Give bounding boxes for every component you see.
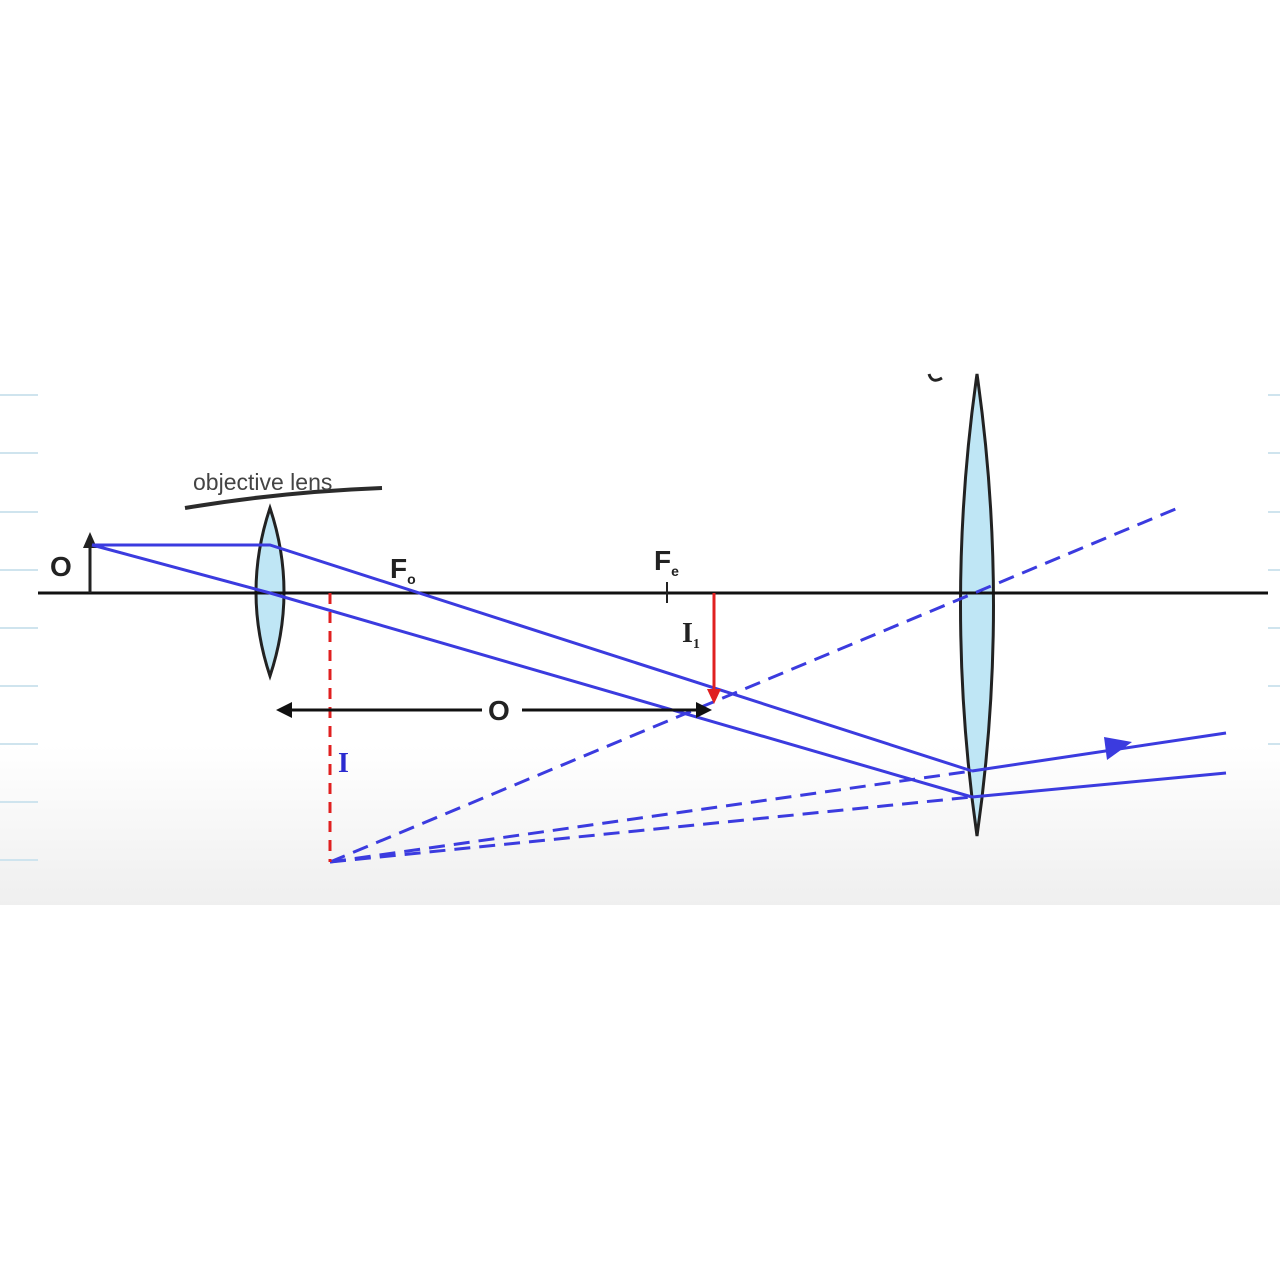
light-rays [91,543,1227,799]
intermediate-image-letter: I [682,618,693,649]
focus-eyepiece-subscript: e [671,563,679,579]
intermediate-image-arrow [707,593,721,704]
intermediate-image-label: I1 [682,618,700,652]
eyepiece-lens [959,373,995,837]
object-arrow [83,532,97,593]
focus-objective-letter: F [390,553,407,584]
diagram-background [0,372,1280,905]
ray-parallel [92,543,973,773]
separation-arrowhead-left [276,702,292,718]
ray-central [91,543,973,799]
virtual-rays [329,506,1179,864]
focus-objective-subscript: o [407,571,416,587]
ray-emergent-lower [971,771,1227,799]
ray-direction-arrowhead [1104,737,1132,760]
focus-eyepiece-label: Fe [654,545,679,579]
objective-lens-caption: objective lens [193,469,332,495]
virtual-ray-upper [329,769,973,864]
separation-label: O [488,695,510,726]
focus-objective-label: Fo [390,553,416,587]
separation-arrowhead-right [696,702,712,718]
final-image-label: I [338,748,349,779]
ray-emergent-upper [971,731,1227,773]
caption-underline [184,486,383,510]
focus-eyepiece-letter: F [654,545,671,576]
intermediate-image-subscript: 1 [693,637,700,652]
stray-pen-mark [927,373,943,382]
object-label: O [50,551,72,582]
paper-rule-marks [0,394,1280,861]
virtual-ray-lower [329,795,973,864]
virtual-ray-center [329,506,1179,864]
